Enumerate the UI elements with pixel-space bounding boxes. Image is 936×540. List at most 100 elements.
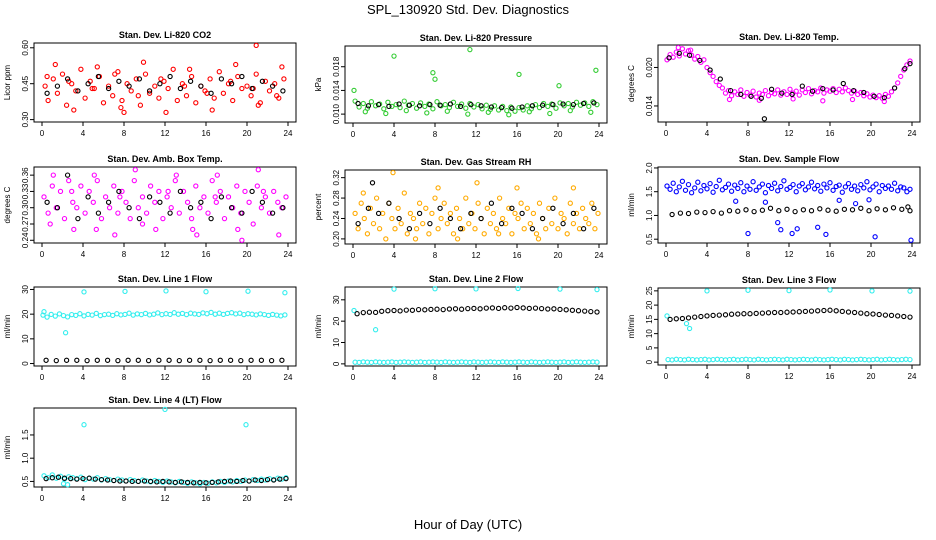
data-point [726,208,733,214]
data-point [529,226,536,232]
data-point [193,183,199,189]
data-point [366,309,373,315]
data-point [882,207,889,213]
data-point [817,206,823,212]
data-point [518,200,524,206]
data-point [111,183,117,189]
data-point [876,189,882,195]
data-point [839,308,845,315]
data-point [557,286,563,292]
data-point [104,357,111,363]
data-point [101,311,108,318]
data-point [208,309,214,316]
data-point [240,477,246,484]
data-point [789,230,795,237]
plot-frame [657,44,921,123]
data-point [515,215,521,222]
data-point [725,181,732,187]
data-point [209,177,215,184]
data-point [765,182,772,189]
series-1 [667,307,913,323]
data-point [907,356,913,363]
series-1 [355,100,597,111]
data-point [135,205,141,211]
x-tick-label: 0 [351,373,356,382]
data-point [664,183,670,189]
data-point [428,306,434,313]
data-point [687,47,694,53]
y-tick-label: 0.60 [21,39,30,55]
data-point [126,83,132,89]
data-point [416,103,423,109]
data-point [118,312,124,318]
data-point [224,310,231,317]
data-point [453,205,460,211]
data-point [520,107,526,113]
panel-3: Stan. Dev. Amb. Box Temp. 0 4 8 12 16 20 24 0.24… [3,154,297,259]
data-point [233,311,239,317]
data-point [85,311,91,318]
data-point [68,475,74,482]
data-point [52,61,58,68]
data-point [836,86,842,92]
data-point [442,101,448,108]
data-point [215,479,221,485]
panel-title: Stan. Dev. Sample Flow [739,154,840,164]
data-point [463,105,469,111]
x-tick-label: 12 [161,373,170,382]
x-tick-label: 8 [122,250,127,259]
data-point [545,306,551,312]
data-point [565,100,571,107]
data-point [139,221,146,227]
y-tick-label: 10 [645,329,654,338]
panel-4: Stan. Dev. Gas Stream RH 0 4 8 12 16 20 24 0.20 0… [314,157,608,260]
data-point [135,478,141,485]
data-point [372,327,379,333]
data-point [187,205,194,211]
data-point [751,208,757,215]
data-point [360,190,366,196]
data-point [78,66,84,72]
data-point [406,226,413,232]
data-point [390,169,396,176]
data-point [676,53,682,59]
data-point [516,71,522,78]
data-point [682,187,689,193]
data-point [845,180,852,187]
data-point [778,183,784,190]
data-point [128,88,134,94]
data-point [186,357,193,363]
data-point [242,188,248,195]
data-point [53,357,59,364]
panel-title: Stan. Dev. Line 3 Flow [742,275,837,285]
data-point [435,226,441,232]
data-point [115,357,121,364]
data-point [799,83,805,89]
data-point [376,226,383,232]
data-point [175,311,181,317]
series-1 [43,357,285,364]
data-point [858,205,864,211]
data-point [685,181,692,188]
data-point [841,206,848,212]
data-point [75,88,81,94]
data-point [514,185,520,191]
data-point [187,310,194,316]
data-point [895,188,901,194]
data-point [536,200,543,206]
data-point [570,220,577,227]
data-point [351,87,357,94]
data-point [873,181,879,187]
data-point [821,181,827,187]
data-point [415,306,422,313]
x-tick-label: 0 [664,372,669,381]
y-tick-label: 10 [332,338,341,347]
data-point [595,210,601,217]
data-point [93,226,99,233]
data-point [123,478,129,484]
plot-frame [33,286,297,367]
data-point [722,184,729,191]
data-point [398,220,404,227]
data-point [704,64,710,71]
data-point [815,182,821,189]
